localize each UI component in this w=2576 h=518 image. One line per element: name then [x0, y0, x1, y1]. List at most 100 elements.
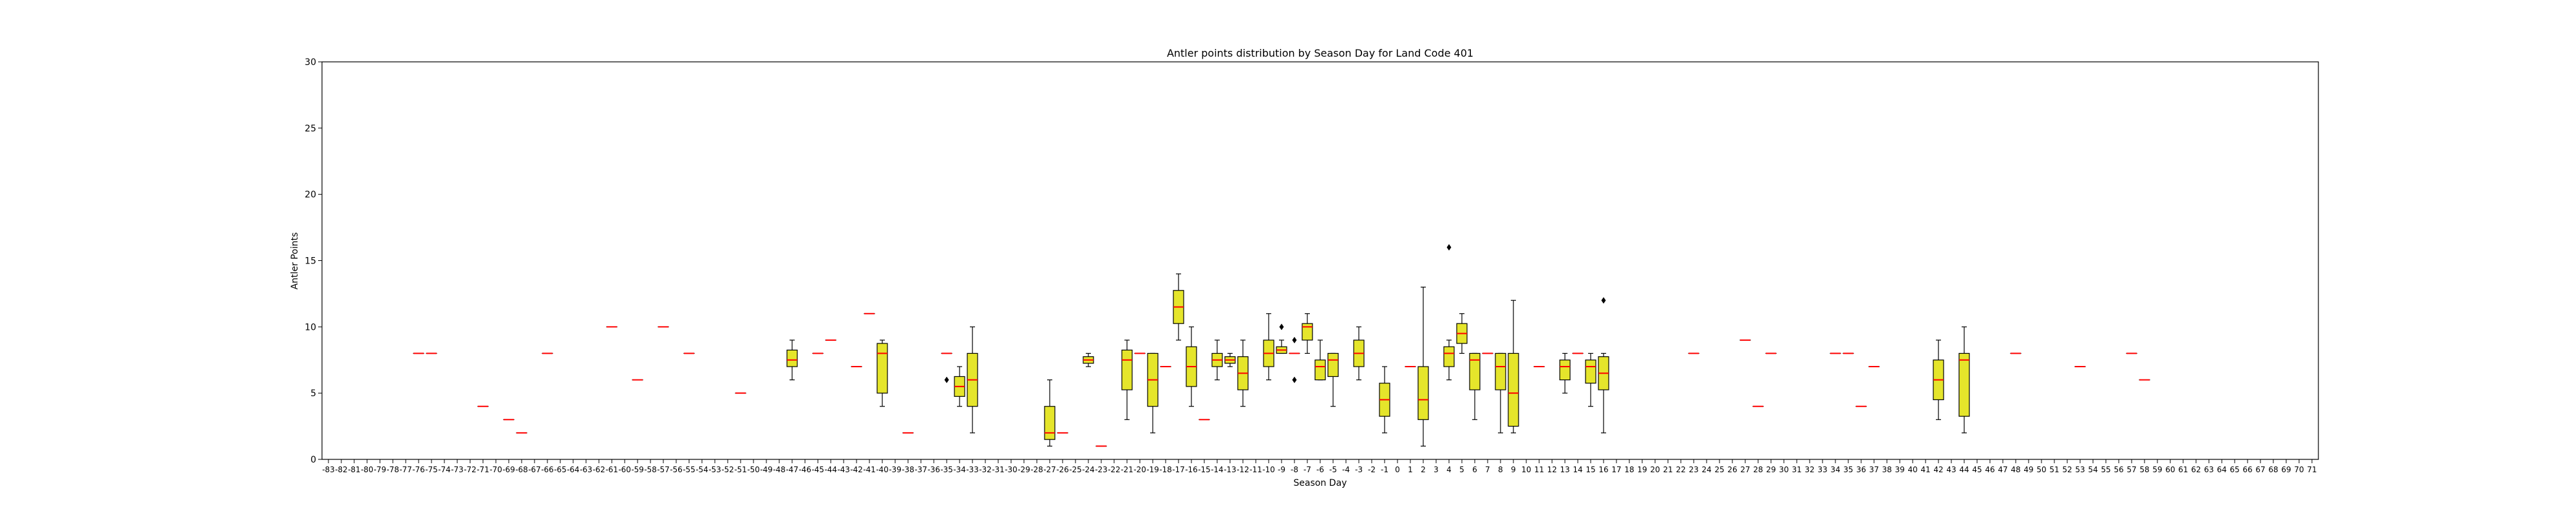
x-tick-label: 35: [1843, 465, 1853, 474]
x-tick-label: 19: [1637, 465, 1647, 474]
x-tick-label: 10: [1521, 465, 1531, 474]
x-tick-label: -30: [1005, 465, 1018, 474]
y-tick-label: 15: [305, 256, 316, 267]
x-tick-label: -35: [940, 465, 953, 474]
x-tick-label: 31: [1792, 465, 1801, 474]
x-tick-label: -75: [425, 465, 438, 474]
x-tick-label: 55: [2101, 465, 2110, 474]
iqr-box: [1045, 407, 1055, 439]
x-tick-label: 22: [1676, 465, 1685, 474]
x-tick-label: -17: [1172, 465, 1185, 474]
x-axis-label: Season Day: [1294, 478, 1347, 488]
x-tick-label: -45: [811, 465, 824, 474]
x-tick-label: -9: [1278, 465, 1285, 474]
x-tick-label: -25: [1069, 465, 1082, 474]
x-tick-label: -52: [721, 465, 734, 474]
x-tick-label: -12: [1236, 465, 1249, 474]
x-tick-label: -71: [477, 465, 489, 474]
iqr-box: [1122, 350, 1132, 390]
x-tick-label: -43: [837, 465, 850, 474]
x-tick-label: 1: [1408, 465, 1413, 474]
x-tick-label: -69: [502, 465, 515, 474]
x-tick-label: -23: [1095, 465, 1108, 474]
x-tick-label: 62: [2191, 465, 2201, 474]
x-tick-label: -55: [683, 465, 696, 474]
x-tick-label: -5: [1329, 465, 1337, 474]
x-tick-label: -36: [927, 465, 940, 474]
x-tick-label: -24: [1082, 465, 1095, 474]
x-tick-label: 30: [1779, 465, 1788, 474]
x-tick-label: -81: [348, 465, 361, 474]
iqr-box: [787, 350, 797, 367]
y-tick-label: 0: [310, 455, 316, 465]
x-tick-label: -32: [979, 465, 992, 474]
x-tick-label: -78: [386, 465, 399, 474]
x-tick-label: -2: [1368, 465, 1376, 474]
x-tick-label: 17: [1611, 465, 1621, 474]
x-tick-label: 37: [1869, 465, 1879, 474]
x-tick-label: -44: [824, 465, 837, 474]
iqr-box: [1508, 353, 1519, 426]
x-tick-label: -7: [1303, 465, 1311, 474]
x-tick-label: 6: [1472, 465, 1477, 474]
x-tick-label: 45: [1972, 465, 1982, 474]
x-tick-label: -79: [374, 465, 386, 474]
x-tick-label: -15: [1198, 465, 1211, 474]
x-tick-label: 27: [1740, 465, 1750, 474]
x-tick-label: -14: [1211, 465, 1224, 474]
iqr-box: [1418, 367, 1428, 419]
x-tick-label: 44: [1959, 465, 1969, 474]
x-tick-label: -51: [734, 465, 747, 474]
x-tick-label: -57: [657, 465, 670, 474]
x-tick-label: -19: [1146, 465, 1159, 474]
x-tick-label: 42: [1933, 465, 1943, 474]
x-tick-label: 41: [1920, 465, 1930, 474]
x-tick-label: -50: [747, 465, 760, 474]
x-tick-label: 21: [1663, 465, 1672, 474]
x-tick-label: -33: [966, 465, 979, 474]
x-tick-label: 34: [1830, 465, 1840, 474]
x-tick-label: -21: [1121, 465, 1133, 474]
x-tick-label: 57: [2126, 465, 2136, 474]
x-tick-label: -3: [1355, 465, 1363, 474]
x-tick-label: 8: [1498, 465, 1503, 474]
x-tick-label: 25: [1714, 465, 1724, 474]
x-tick-label: -63: [580, 465, 592, 474]
x-tick-label: -61: [605, 465, 618, 474]
x-tick-label: 61: [2178, 465, 2188, 474]
x-tick-label: -20: [1133, 465, 1146, 474]
x-tick-label: -42: [850, 465, 863, 474]
x-tick-label: -26: [1056, 465, 1069, 474]
x-tick-label: 5: [1459, 465, 1464, 474]
x-tick-label: -40: [876, 465, 889, 474]
x-tick-label: -54: [696, 465, 708, 474]
x-tick-label: 7: [1485, 465, 1490, 474]
x-tick-label: 29: [1766, 465, 1776, 474]
x-tick-label: 28: [1753, 465, 1763, 474]
x-tick-label: -28: [1030, 465, 1043, 474]
x-tick-label: 15: [1586, 465, 1595, 474]
x-tick-label: 3: [1434, 465, 1439, 474]
x-tick-label: 0: [1395, 465, 1400, 474]
x-tick-label: -10: [1262, 465, 1275, 474]
x-tick-label: -74: [438, 465, 451, 474]
x-tick-label: 60: [2165, 465, 2175, 474]
x-tick-label: -13: [1224, 465, 1236, 474]
x-tick-label: 59: [2152, 465, 2162, 474]
x-tick-label: 14: [1573, 465, 1582, 474]
y-tick-label: 30: [305, 57, 316, 68]
iqr-box: [1315, 360, 1325, 380]
x-tick-label: 68: [2268, 465, 2278, 474]
x-tick-label: 33: [1817, 465, 1827, 474]
x-tick-label: 51: [2049, 465, 2059, 474]
x-tick-label: 64: [2217, 465, 2226, 474]
y-tick-label: 25: [305, 124, 316, 134]
iqr-box: [1560, 360, 1570, 380]
x-tick-label: 2: [1421, 465, 1426, 474]
y-tick-label: 5: [310, 388, 316, 399]
x-tick-label: 18: [1624, 465, 1634, 474]
x-tick-label: 71: [2307, 465, 2316, 474]
